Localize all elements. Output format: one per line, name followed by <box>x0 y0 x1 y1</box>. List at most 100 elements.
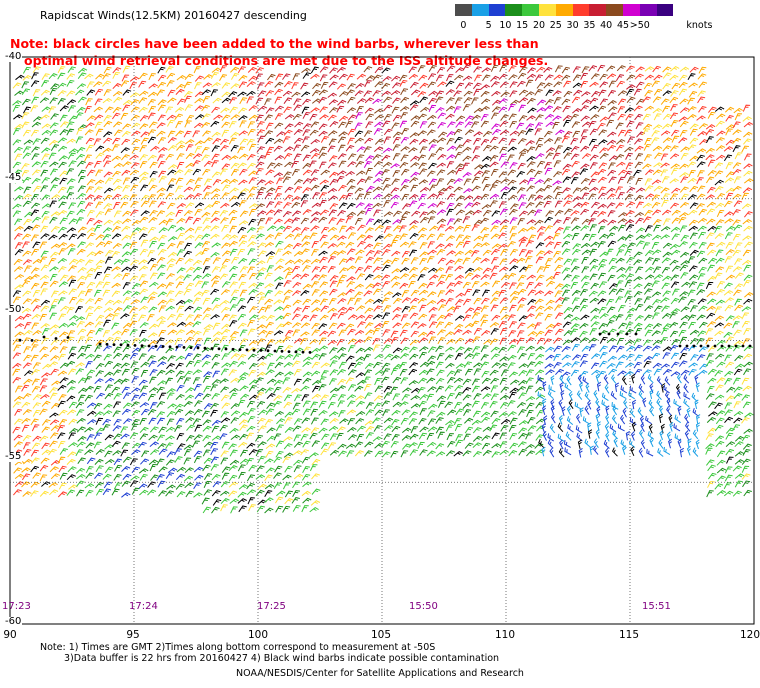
wind-barb <box>410 297 420 304</box>
wind-barb <box>462 378 472 386</box>
wind-barb <box>542 381 547 392</box>
wind-barb <box>59 105 69 112</box>
wind-barb <box>606 119 614 127</box>
wind-barb <box>437 224 446 231</box>
wind-barb <box>733 176 742 184</box>
wind-barb <box>201 354 211 361</box>
wind-barb <box>185 178 195 186</box>
wind-barb <box>697 330 707 337</box>
wind-barb <box>732 315 743 321</box>
wind-barb <box>480 113 489 121</box>
wind-barb <box>318 384 327 391</box>
wind-barb <box>283 81 293 88</box>
wind-barb <box>444 225 455 232</box>
wind-barb <box>122 99 133 106</box>
wind-barb <box>679 251 690 258</box>
wind-barb <box>462 298 472 306</box>
wind-barb <box>302 136 310 144</box>
wind-barb <box>336 385 346 392</box>
wind-barb <box>175 209 183 217</box>
wind-barb <box>644 90 653 97</box>
wind-barb <box>302 178 312 185</box>
wind-barb <box>347 114 357 121</box>
wind-barb <box>553 186 562 193</box>
wind-barb <box>24 322 32 330</box>
wind-barb <box>640 422 645 432</box>
wind-barb <box>165 66 174 73</box>
wind-barb <box>652 107 663 114</box>
wind-barb <box>536 425 545 432</box>
wind-barb <box>354 329 365 336</box>
wind-barb <box>347 161 357 168</box>
wind-barb <box>57 440 66 449</box>
wind-barb <box>327 330 337 338</box>
wind-barb <box>733 289 742 296</box>
wind-barb <box>491 219 501 226</box>
wind-barb <box>364 97 374 104</box>
wind-barb <box>41 106 51 112</box>
wind-barb <box>103 481 113 489</box>
wind-barb <box>338 410 346 418</box>
wind-barb <box>77 67 88 74</box>
wind-barb <box>426 441 437 448</box>
wind-barb <box>436 233 445 241</box>
wind-barb <box>49 168 58 176</box>
wind-barb <box>166 418 175 426</box>
wind-barb <box>635 66 645 73</box>
wind-barb <box>543 138 554 144</box>
wind-barb <box>742 235 752 241</box>
wind-barb <box>633 259 643 266</box>
wind-barb <box>687 194 697 201</box>
wind-barb <box>302 169 312 176</box>
wind-barb <box>228 314 237 322</box>
wind-barb <box>589 265 598 272</box>
wind-barb <box>129 265 139 272</box>
wind-barb <box>589 81 599 88</box>
wind-barb <box>238 75 248 82</box>
wind-barb <box>705 154 715 161</box>
wind-barb <box>435 451 446 457</box>
wind-barb <box>40 323 50 329</box>
wind-barb <box>221 114 231 122</box>
wind-barb <box>229 360 238 368</box>
wind-barb <box>453 418 462 426</box>
wind-barb <box>319 234 328 242</box>
wind-barb <box>95 201 104 209</box>
wind-barb <box>633 88 642 96</box>
wind-barb <box>480 354 489 361</box>
wind-barb <box>22 393 32 400</box>
wind-barb <box>517 72 527 80</box>
wind-barb <box>50 83 60 90</box>
wind-barb <box>211 362 220 369</box>
wind-barb <box>149 426 159 433</box>
wind-barb <box>282 505 291 513</box>
wind-barb <box>138 274 147 282</box>
wind-barb <box>293 368 302 376</box>
wind-barb <box>237 91 247 97</box>
wind-barb <box>651 291 662 297</box>
wind-barb <box>138 379 148 386</box>
wind-barb <box>559 382 564 392</box>
wind-barb <box>723 482 732 490</box>
wind-barb <box>436 66 446 74</box>
wind-barb <box>345 306 355 314</box>
wind-barb <box>111 144 120 152</box>
wind-barb <box>302 154 311 162</box>
wind-barb <box>599 98 608 106</box>
wind-barb <box>264 474 273 482</box>
wind-barb <box>695 422 701 432</box>
wind-barb <box>481 297 490 305</box>
wind-barb <box>419 251 429 258</box>
wind-barb <box>517 288 527 296</box>
wind-barb <box>679 66 690 72</box>
wind-barb <box>14 385 23 393</box>
wind-barb <box>284 498 294 505</box>
wind-barb <box>318 192 327 200</box>
wind-barb <box>138 259 148 265</box>
wind-barb <box>139 433 149 440</box>
wind-barb <box>563 90 573 98</box>
wind-barb <box>417 386 426 394</box>
wind-barb <box>696 177 704 185</box>
wind-barb <box>579 136 588 144</box>
wind-barb <box>273 209 283 216</box>
